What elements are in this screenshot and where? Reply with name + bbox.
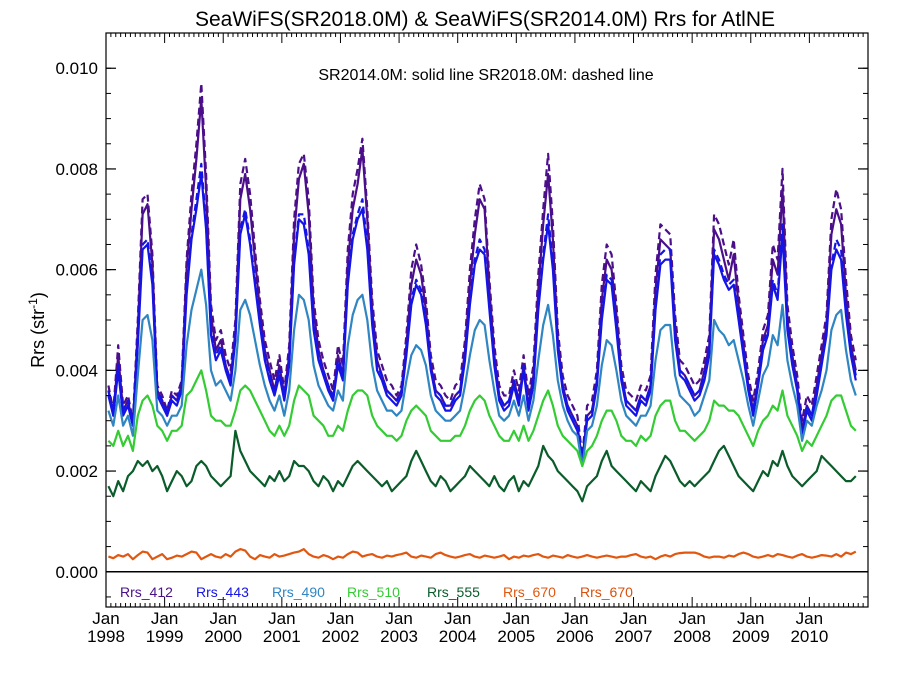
x-tick-year-label: 2004 (439, 627, 477, 646)
y-axis-label: Rrs (str-1) (26, 292, 48, 368)
line-style-annotation: SR2014.0M: solid line SR2018.0M: dashed … (318, 67, 653, 84)
series-line-4-solid (107, 268, 857, 468)
x-tick-year-label: 2008 (673, 627, 711, 646)
legend-item-rrs_555: Rrs_555 (427, 584, 480, 600)
y-tick-label: 0.002 (55, 462, 98, 481)
x-tick-year-label: 2006 (556, 627, 594, 646)
plot-area (107, 82, 857, 561)
x-tick-month-label: Jan (210, 609, 237, 628)
legend-item-rrs_670: Rrs_670 (503, 584, 556, 600)
legend-item-rrs_670: Rrs_670 (580, 584, 633, 600)
y-tick-label: 0.004 (55, 361, 98, 380)
x-tick-year-label: 2007 (615, 627, 653, 646)
legend-item-rrs_510: Rrs_510 (347, 584, 400, 600)
svg-text:Rrs (str-1): Rrs (str-1) (26, 292, 48, 368)
y-tick-label: 0.008 (55, 160, 98, 179)
series-line-5-solid (107, 369, 857, 468)
series-layer (107, 82, 857, 561)
x-tick-month-label: Jan (268, 609, 295, 628)
x-tick-month-label: Jan (327, 609, 354, 628)
legend-item-rrs_412: Rrs_412 (120, 584, 173, 600)
x-tick-year-label: 2005 (497, 627, 535, 646)
x-tick-month-label: Jan (385, 609, 412, 628)
x-tick-month-label: Jan (561, 609, 588, 628)
y-axis-ticks: 0.000 0.002 0.004 0.006 0.008 0.010 (55, 59, 868, 598)
y-tick-label: 0.010 (55, 59, 98, 78)
x-tick-month-label: Jan (151, 609, 178, 628)
x-tick-year-label: 1998 (87, 627, 125, 646)
series-line-6-solid (107, 429, 857, 503)
series-line-3-dashed (107, 162, 857, 457)
x-tick-year-label: 2000 (204, 627, 242, 646)
chart-title: SeaWiFS(SR2018.0M) & SeaWiFS(SR2014.0M) … (195, 8, 775, 31)
legend-item-rrs_443: Rrs_443 (196, 584, 249, 600)
x-tick-year-label: 2002 (322, 627, 360, 646)
series-line-2-solid (107, 172, 857, 463)
legend: Rrs_412 Rrs_443 Rrs_490 Rrs_510 Rrs_555 Rrs_6… (120, 584, 633, 600)
series-line-7-solid (108, 547, 857, 561)
series-line-0-solid (107, 97, 857, 463)
plot-frame (105, 32, 869, 608)
x-tick-month-label: Jan (737, 609, 764, 628)
x-tick-month-label: Jan (503, 609, 530, 628)
x-tick-month-label: Jan (796, 609, 823, 628)
y-tick-label: 0.006 (55, 261, 98, 280)
x-tick-year-label: 2003 (380, 627, 418, 646)
x-tick-year-label: 2001 (263, 627, 301, 646)
x-tick-month-label: Jan (92, 609, 119, 628)
x-axis-ticks: Jan1998Jan1999Jan2000Jan2001Jan2002Jan20… (87, 33, 869, 646)
x-tick-month-label: Jan (620, 609, 647, 628)
x-tick-year-label: 2010 (790, 627, 828, 646)
y-axis-label-main: Rrs (str (28, 309, 48, 368)
legend-item-rrs_490: Rrs_490 (272, 584, 325, 600)
y-axis-label-tail: ) (28, 292, 48, 298)
y-tick-label: 0.000 (55, 563, 98, 582)
x-tick-year-label: 2009 (732, 627, 770, 646)
x-tick-year-label: 1999 (146, 627, 184, 646)
x-tick-month-label: Jan (444, 609, 471, 628)
x-tick-month-label: Jan (678, 609, 705, 628)
series-line-1-dashed (107, 82, 857, 457)
y-axis-label-superscript: -1 (26, 298, 40, 309)
